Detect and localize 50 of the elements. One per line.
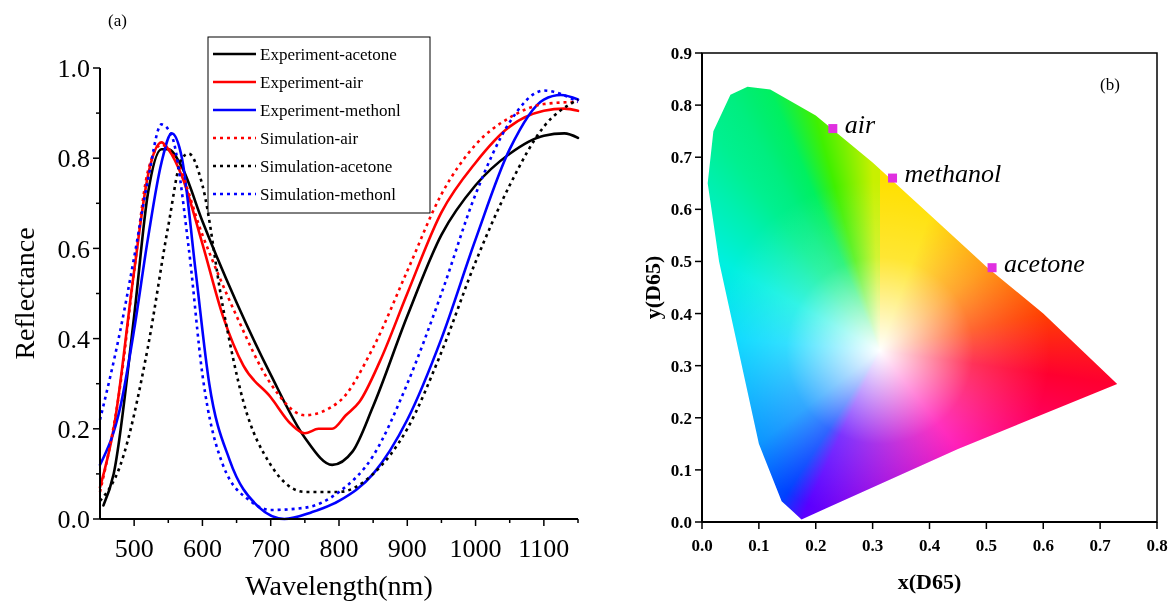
y-tick-label: 0.8 [670, 96, 692, 116]
text: (a) [108, 11, 127, 30]
legend-label: Simulation-acetone [260, 156, 393, 176]
y-tick-label: 0.4 [57, 324, 90, 354]
point [888, 173, 898, 183]
x-tick-label: 600 [182, 534, 222, 563]
point [828, 124, 838, 134]
y-tick-label: 0.8 [57, 144, 90, 174]
x-tick-label: 700 [251, 534, 291, 563]
y-axis-title: y(D65) [640, 255, 665, 320]
legend-label: Experiment-air [260, 72, 364, 92]
legend-label: Experiment-methonl [260, 100, 401, 120]
x-tick-label: 0.4 [918, 536, 941, 555]
y-tick-label: 0.6 [57, 234, 90, 264]
x-tick-label: 0.1 [748, 536, 770, 555]
x-tick-label: 900 [387, 534, 427, 563]
annotation: acetone [1004, 248, 1085, 278]
x-tick-label: 0.8 [1146, 536, 1168, 555]
y-tick-label: 0.1 [670, 460, 692, 480]
y-tick-label: 1.0 [57, 54, 90, 84]
y-tick-label: 0.5 [670, 252, 692, 272]
x-tick-label: 0.7 [1089, 536, 1112, 555]
y-axis-title: Reflectance [9, 227, 40, 360]
x-axis-title: x(D65) [897, 569, 962, 594]
x-tick-label: 500 [114, 534, 154, 563]
x-tick-label: 0.5 [975, 536, 997, 555]
x-tick-label: 1000 [449, 534, 502, 563]
x-tick-label: 0.3 [862, 536, 884, 555]
y-tick-label: 0.3 [670, 356, 692, 376]
x-tick-label: 0.0 [691, 536, 713, 555]
x-tick-label: 0.2 [805, 536, 827, 555]
y-tick-label: 0.2 [57, 414, 90, 444]
x-axis-title: Wavelength(nm) [245, 570, 433, 601]
y-tick-label: 0.7 [670, 148, 693, 168]
y-tick-label: 0.4 [670, 304, 693, 324]
legend-label: Simulation-methonl [260, 184, 397, 204]
annotation: (b) [1100, 75, 1120, 94]
y-tick-label: 0.0 [57, 505, 90, 535]
legend-label: Simulation-air [260, 128, 359, 148]
x-tick-label: 800 [319, 534, 359, 563]
y-tick-label: 0.0 [670, 512, 692, 532]
legend-label: Experiment-acetone [260, 44, 397, 64]
x-tick-label: 1100 [518, 534, 570, 563]
point [987, 263, 997, 273]
y-tick-label: 0.6 [670, 200, 692, 220]
annotation: air [844, 109, 877, 139]
annotation: methanol [904, 159, 1002, 189]
y-tick-label: 0.9 [670, 43, 692, 63]
y-tick-label: 0.2 [670, 408, 692, 428]
x-tick-label: 0.6 [1032, 536, 1054, 555]
